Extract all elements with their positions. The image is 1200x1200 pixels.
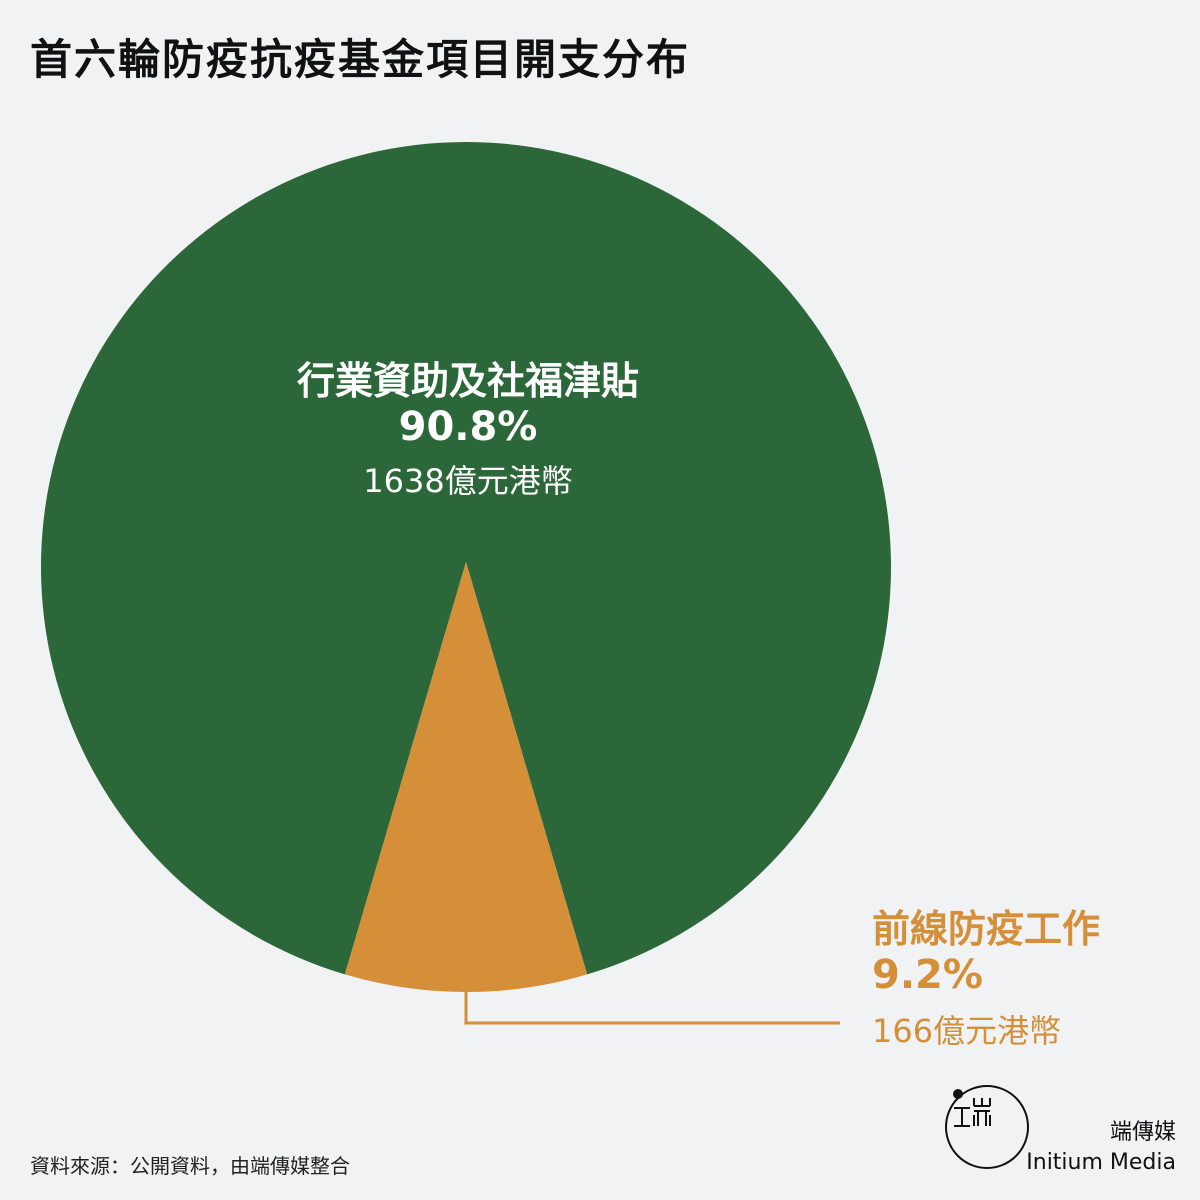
chart-title: 首六輪防疫抗疫基金項目開支分布 (30, 35, 691, 84)
slice-percent-main: 90.8% (398, 404, 538, 450)
source-note: 資料來源：公開資料，由端傳媒整合 (30, 1154, 350, 1178)
pie-slice-main (40, 141, 891, 975)
pie-slice-frontline (344, 562, 588, 992)
slice-amount-main: 1638億元港幣 (363, 462, 573, 500)
brand-name-en: Initium Media (1026, 1150, 1176, 1175)
slice-percent-frontline: 9.2% (872, 952, 983, 998)
slice-amount-frontline: 166億元港幣 (872, 1012, 1062, 1050)
brand-name-cn: 端傳媒 (1109, 1120, 1176, 1145)
leader-line (464, 992, 840, 1025)
slice-name-main: 行業資助及社福津貼 (296, 359, 639, 403)
initium-logo-icon (945, 1085, 1029, 1169)
slice-name-frontline: 前線防疫工作 (872, 907, 1101, 951)
